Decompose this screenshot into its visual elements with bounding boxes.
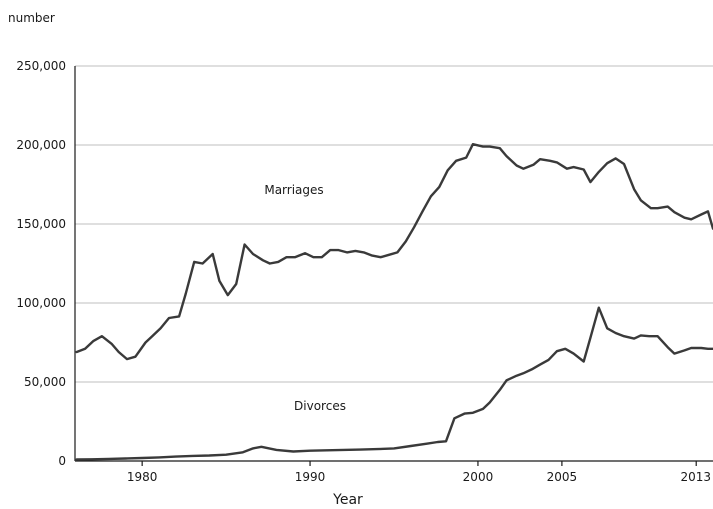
x-tick-label: 1980 bbox=[127, 470, 158, 484]
y-tick-label: 250,000 bbox=[16, 59, 66, 73]
y-tick-label: 0 bbox=[58, 454, 66, 468]
y-tick-label: 100,000 bbox=[16, 296, 66, 310]
marriages-series-line bbox=[75, 142, 713, 361]
x-tick-label: 2005 bbox=[547, 470, 578, 484]
x-tick-label: 1990 bbox=[295, 470, 326, 484]
tick-labels: 0 50,000 100,000 150,000 200,000 250,000 1980 1… bbox=[16, 59, 711, 484]
chart-labels: number Year Marriages Divorces bbox=[8, 11, 363, 508]
y-axis-label: number bbox=[8, 11, 55, 25]
x-tick-label: 2013 bbox=[680, 470, 711, 484]
x-tick-label: 2000 bbox=[463, 470, 494, 484]
y-tick-label: 50,000 bbox=[24, 375, 66, 389]
y-tick-label: 150,000 bbox=[16, 217, 66, 231]
y-tick-label: 200,000 bbox=[16, 138, 66, 152]
marriages-series-label: Marriages bbox=[264, 183, 323, 197]
gridlines bbox=[75, 65, 713, 383]
divorces-series-label: Divorces bbox=[294, 399, 346, 413]
series-lines bbox=[75, 142, 713, 461]
axes bbox=[74, 66, 713, 466]
divorces-series-line bbox=[75, 306, 713, 461]
x-axis-label: Year bbox=[332, 492, 363, 508]
